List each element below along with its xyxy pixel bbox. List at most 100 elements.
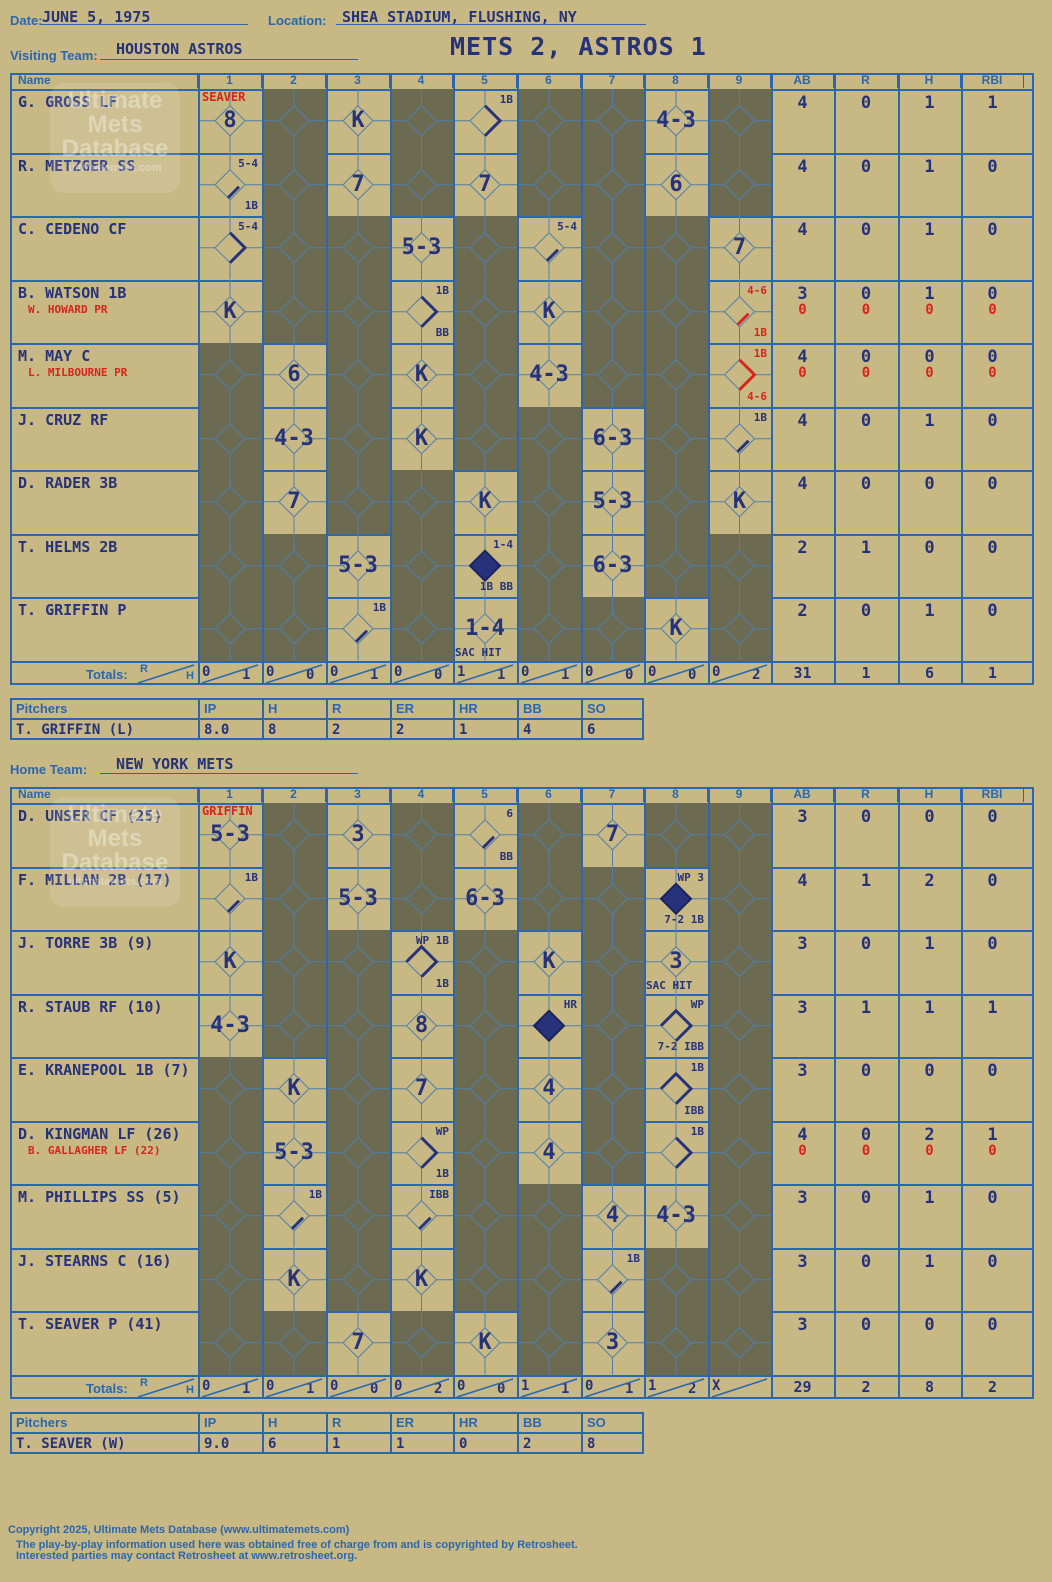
- at-bat-cell[interactable]: [198, 406, 262, 470]
- at-bat-cell[interactable]: 6-3: [581, 533, 644, 597]
- at-bat-cell[interactable]: [390, 533, 453, 597]
- at-bat-cell[interactable]: 6-3: [581, 406, 644, 470]
- at-bat-cell[interactable]: K: [453, 1311, 517, 1375]
- at-bat-cell[interactable]: [517, 803, 581, 867]
- at-bat-cell[interactable]: [262, 930, 326, 994]
- at-bat-cell[interactable]: [517, 1247, 581, 1311]
- at-bat-cell[interactable]: 4-3: [517, 343, 581, 407]
- at-bat-cell[interactable]: WP 3 7-2 1B: [644, 866, 708, 930]
- at-bat-cell[interactable]: [453, 930, 517, 994]
- at-bat-cell[interactable]: [326, 470, 390, 534]
- at-bat-cell[interactable]: [198, 1120, 262, 1184]
- at-bat-cell[interactable]: [198, 470, 262, 534]
- at-bat-cell[interactable]: [708, 1247, 771, 1311]
- at-bat-cell[interactable]: [262, 803, 326, 867]
- at-bat-cell[interactable]: K: [262, 1057, 326, 1121]
- at-bat-cell[interactable]: [517, 597, 581, 661]
- at-bat-cell[interactable]: [581, 216, 644, 280]
- at-bat-cell[interactable]: K: [198, 930, 262, 994]
- at-bat-cell[interactable]: [517, 470, 581, 534]
- at-bat-cell[interactable]: 4: [517, 1057, 581, 1121]
- at-bat-cell[interactable]: [581, 1120, 644, 1184]
- at-bat-cell[interactable]: [390, 803, 453, 867]
- at-bat-cell[interactable]: WP 7-2 IBB: [644, 993, 708, 1057]
- at-bat-cell[interactable]: 4-6 1B: [708, 279, 771, 343]
- at-bat-cell[interactable]: 1B: [262, 1184, 326, 1248]
- at-bat-cell[interactable]: [453, 279, 517, 343]
- at-bat-cell[interactable]: [708, 597, 771, 661]
- at-bat-cell[interactable]: [453, 406, 517, 470]
- at-bat-cell[interactable]: 4-3: [262, 406, 326, 470]
- at-bat-cell[interactable]: [326, 1184, 390, 1248]
- at-bat-cell[interactable]: [453, 1247, 517, 1311]
- at-bat-cell[interactable]: [453, 1057, 517, 1121]
- at-bat-cell[interactable]: [517, 1184, 581, 1248]
- at-bat-cell[interactable]: [708, 993, 771, 1057]
- at-bat-cell[interactable]: [453, 1184, 517, 1248]
- at-bat-cell[interactable]: 1B: [326, 597, 390, 661]
- at-bat-cell[interactable]: K: [262, 1247, 326, 1311]
- at-bat-cell[interactable]: [644, 1311, 708, 1375]
- at-bat-cell[interactable]: [517, 152, 581, 216]
- at-bat-cell[interactable]: [708, 533, 771, 597]
- at-bat-cell[interactable]: 5-3: [581, 470, 644, 534]
- at-bat-cell[interactable]: WP 1B 1B: [390, 930, 453, 994]
- at-bat-cell[interactable]: K: [517, 930, 581, 994]
- at-bat-cell[interactable]: [262, 279, 326, 343]
- at-bat-cell[interactable]: [326, 406, 390, 470]
- at-bat-cell[interactable]: K: [390, 406, 453, 470]
- at-bat-cell[interactable]: 7: [708, 216, 771, 280]
- at-bat-cell[interactable]: 5-3: [262, 1120, 326, 1184]
- at-bat-cell[interactable]: [581, 343, 644, 407]
- at-bat-cell[interactable]: [390, 89, 453, 153]
- at-bat-cell[interactable]: [390, 1311, 453, 1375]
- at-bat-cell[interactable]: [517, 866, 581, 930]
- at-bat-cell[interactable]: [581, 866, 644, 930]
- at-bat-cell[interactable]: 8: [198, 89, 262, 153]
- at-bat-cell[interactable]: [326, 993, 390, 1057]
- at-bat-cell[interactable]: 6: [262, 343, 326, 407]
- at-bat-cell[interactable]: [453, 216, 517, 280]
- at-bat-cell[interactable]: [326, 279, 390, 343]
- at-bat-cell[interactable]: 4-3: [644, 89, 708, 153]
- at-bat-cell[interactable]: [453, 993, 517, 1057]
- at-bat-cell[interactable]: [708, 803, 771, 867]
- at-bat-cell[interactable]: [262, 866, 326, 930]
- at-bat-cell[interactable]: [326, 1057, 390, 1121]
- at-bat-cell[interactable]: IBB: [390, 1184, 453, 1248]
- at-bat-cell[interactable]: K: [390, 1247, 453, 1311]
- at-bat-cell[interactable]: 3 SAC HIT: [644, 930, 708, 994]
- at-bat-cell[interactable]: [198, 1311, 262, 1375]
- at-bat-cell[interactable]: [581, 930, 644, 994]
- at-bat-cell[interactable]: WP 1B: [390, 1120, 453, 1184]
- at-bat-cell[interactable]: 1B IBB: [644, 1057, 708, 1121]
- at-bat-cell[interactable]: K: [453, 470, 517, 534]
- at-bat-cell[interactable]: 1B: [198, 866, 262, 930]
- at-bat-cell[interactable]: K: [517, 279, 581, 343]
- at-bat-cell[interactable]: [198, 343, 262, 407]
- at-bat-cell[interactable]: 3: [326, 803, 390, 867]
- at-bat-cell[interactable]: [581, 152, 644, 216]
- at-bat-cell[interactable]: 1-4 1B BB: [453, 533, 517, 597]
- at-bat-cell[interactable]: [644, 803, 708, 867]
- at-bat-cell[interactable]: 1B 4-6: [708, 343, 771, 407]
- at-bat-cell[interactable]: 8: [390, 993, 453, 1057]
- at-bat-cell[interactable]: [517, 406, 581, 470]
- at-bat-cell[interactable]: 4: [581, 1184, 644, 1248]
- at-bat-cell[interactable]: [644, 1247, 708, 1311]
- at-bat-cell[interactable]: 3: [581, 1311, 644, 1375]
- at-bat-cell[interactable]: [708, 152, 771, 216]
- at-bat-cell[interactable]: 7: [581, 803, 644, 867]
- at-bat-cell[interactable]: [708, 1311, 771, 1375]
- at-bat-cell[interactable]: 7: [390, 1057, 453, 1121]
- at-bat-cell[interactable]: [262, 152, 326, 216]
- at-bat-cell[interactable]: [326, 1247, 390, 1311]
- at-bat-cell[interactable]: [390, 866, 453, 930]
- at-bat-cell[interactable]: [262, 89, 326, 153]
- at-bat-cell[interactable]: [198, 1057, 262, 1121]
- at-bat-cell[interactable]: [644, 279, 708, 343]
- at-bat-cell[interactable]: [262, 597, 326, 661]
- at-bat-cell[interactable]: [390, 470, 453, 534]
- at-bat-cell[interactable]: 1B: [708, 406, 771, 470]
- at-bat-cell[interactable]: [198, 1247, 262, 1311]
